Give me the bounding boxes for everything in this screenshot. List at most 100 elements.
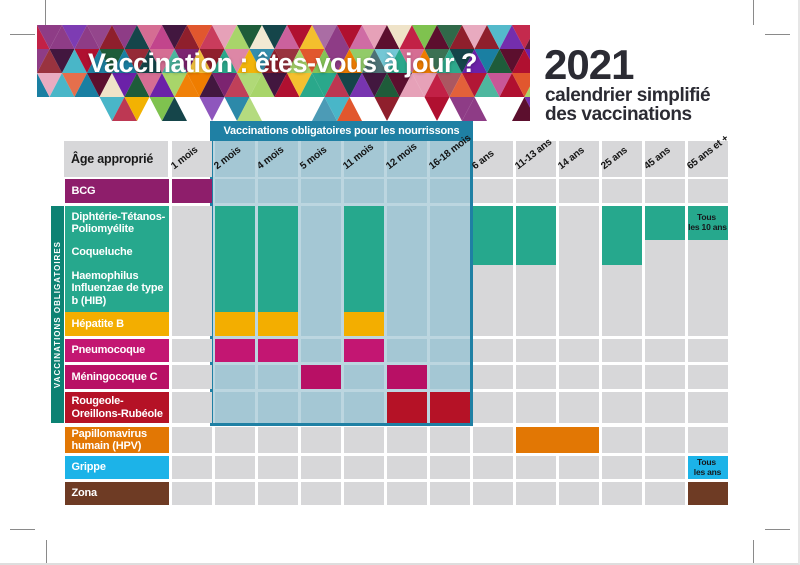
- empty-cell: [214, 392, 255, 423]
- empty-cell: [386, 482, 427, 505]
- empty-cell: [214, 456, 255, 479]
- empty-cell: [644, 339, 685, 362]
- empty-cell: [515, 339, 556, 362]
- infant-mandatory-box-title: Vaccinations obligatoires pour les nourr…: [210, 121, 473, 141]
- column-header-cell: [214, 141, 255, 177]
- column-header: 45 ans: [642, 141, 692, 175]
- age-column-title: Âge approprié: [64, 141, 168, 177]
- empty-cell: [214, 427, 255, 453]
- empty-cell: [472, 365, 513, 389]
- empty-cell: [343, 456, 384, 479]
- dose-cell: [343, 312, 384, 336]
- empty-cell: [214, 365, 255, 389]
- row-label: Rougeole-Oreillons-Rubéole: [64, 392, 169, 423]
- empty-cell: [687, 339, 728, 362]
- empty-cell: [429, 265, 470, 312]
- row-label: Pneumocoque: [64, 339, 169, 362]
- dose-cell: [257, 312, 298, 336]
- column-header-cell: [257, 141, 298, 177]
- empty-cell: [601, 265, 642, 312]
- empty-cell: [601, 179, 642, 203]
- dose-cell: [601, 206, 642, 240]
- column-header-label: 11-13 ans: [513, 136, 555, 172]
- empty-cell: [558, 392, 599, 423]
- empty-cell: [300, 339, 341, 362]
- empty-cell: [472, 456, 513, 479]
- dose-cell: [386, 392, 427, 423]
- row-label: Papillomavirus humain (HPV): [64, 427, 169, 453]
- crop-mark: [753, 540, 754, 563]
- column-header-cell: [472, 141, 513, 177]
- empty-cell: [214, 482, 255, 505]
- empty-cell: [558, 265, 599, 312]
- empty-cell: [644, 365, 685, 389]
- column-header: 6 ans: [470, 141, 520, 175]
- empty-cell: [558, 482, 599, 505]
- row-label: Grippe: [64, 456, 169, 479]
- column-header-cell: [644, 141, 685, 177]
- empty-cell: [171, 206, 212, 240]
- dose-cell: [257, 240, 298, 265]
- row-label: Méningocoque C: [64, 365, 169, 389]
- empty-cell: [300, 312, 341, 336]
- column-header: 2 mois: [212, 141, 262, 175]
- empty-cell: [343, 392, 384, 423]
- subtitle-line1: calendrier simplifié: [545, 85, 711, 106]
- empty-cell: [644, 312, 685, 336]
- empty-cell: [687, 265, 728, 312]
- empty-cell: [257, 179, 298, 203]
- empty-cell: [429, 206, 470, 240]
- empty-cell: [386, 339, 427, 362]
- dose-cell: [257, 339, 298, 362]
- empty-cell: [558, 179, 599, 203]
- column-header-cell: [601, 141, 642, 177]
- banner-title: Vaccination : êtes-vous à jour ?: [87, 48, 478, 78]
- empty-cell: [171, 240, 212, 265]
- dose-cell: [214, 240, 255, 265]
- empty-cell: [687, 427, 728, 453]
- empty-cell: [300, 206, 341, 240]
- empty-cell: [644, 240, 685, 265]
- empty-cell: [472, 339, 513, 362]
- dose-cell: [343, 206, 384, 240]
- empty-cell: [515, 312, 556, 336]
- year-label: 2021: [544, 41, 634, 88]
- empty-cell: [171, 427, 212, 453]
- row-label: Haemophilus Influenzae de type b (HIB): [64, 265, 169, 312]
- empty-cell: [386, 240, 427, 265]
- column-header: 25 ans: [599, 141, 649, 175]
- empty-cell: [472, 427, 513, 453]
- column-header: 11-13 ans: [513, 137, 563, 175]
- empty-cell: [343, 179, 384, 203]
- empty-cell: [644, 482, 685, 505]
- empty-cell: [171, 482, 212, 505]
- empty-cell: [171, 312, 212, 336]
- row-label: Diphtérie-Tétanos-Poliomyélite: [64, 206, 169, 240]
- empty-cell: [257, 427, 298, 453]
- empty-cell: [644, 456, 685, 479]
- column-header: 16-18 mois: [427, 133, 477, 175]
- crop-mark: [10, 529, 35, 530]
- empty-cell: [300, 456, 341, 479]
- empty-cell: [171, 392, 212, 423]
- dose-cell: [343, 240, 384, 265]
- empty-cell: [558, 312, 599, 336]
- dose-note: Tous les 10 ans: [687, 206, 728, 240]
- empty-cell: [472, 392, 513, 423]
- column-header: 4 mois: [255, 141, 305, 175]
- empty-cell: [601, 339, 642, 362]
- empty-cell: [429, 365, 470, 389]
- dose-cell: [214, 206, 255, 240]
- column-header: 5 mois: [298, 141, 348, 175]
- dose-cell: [515, 206, 556, 240]
- empty-cell: [343, 365, 384, 389]
- empty-cell: [601, 392, 642, 423]
- empty-cell: [644, 179, 685, 203]
- crop-mark: [46, 540, 47, 563]
- row-label: Coqueluche: [64, 240, 169, 265]
- row-label: BCG: [64, 179, 169, 203]
- column-header: 65 ans et +: [685, 133, 735, 175]
- mosaic-banner: [37, 25, 530, 121]
- empty-cell: [515, 265, 556, 312]
- empty-cell: [558, 365, 599, 389]
